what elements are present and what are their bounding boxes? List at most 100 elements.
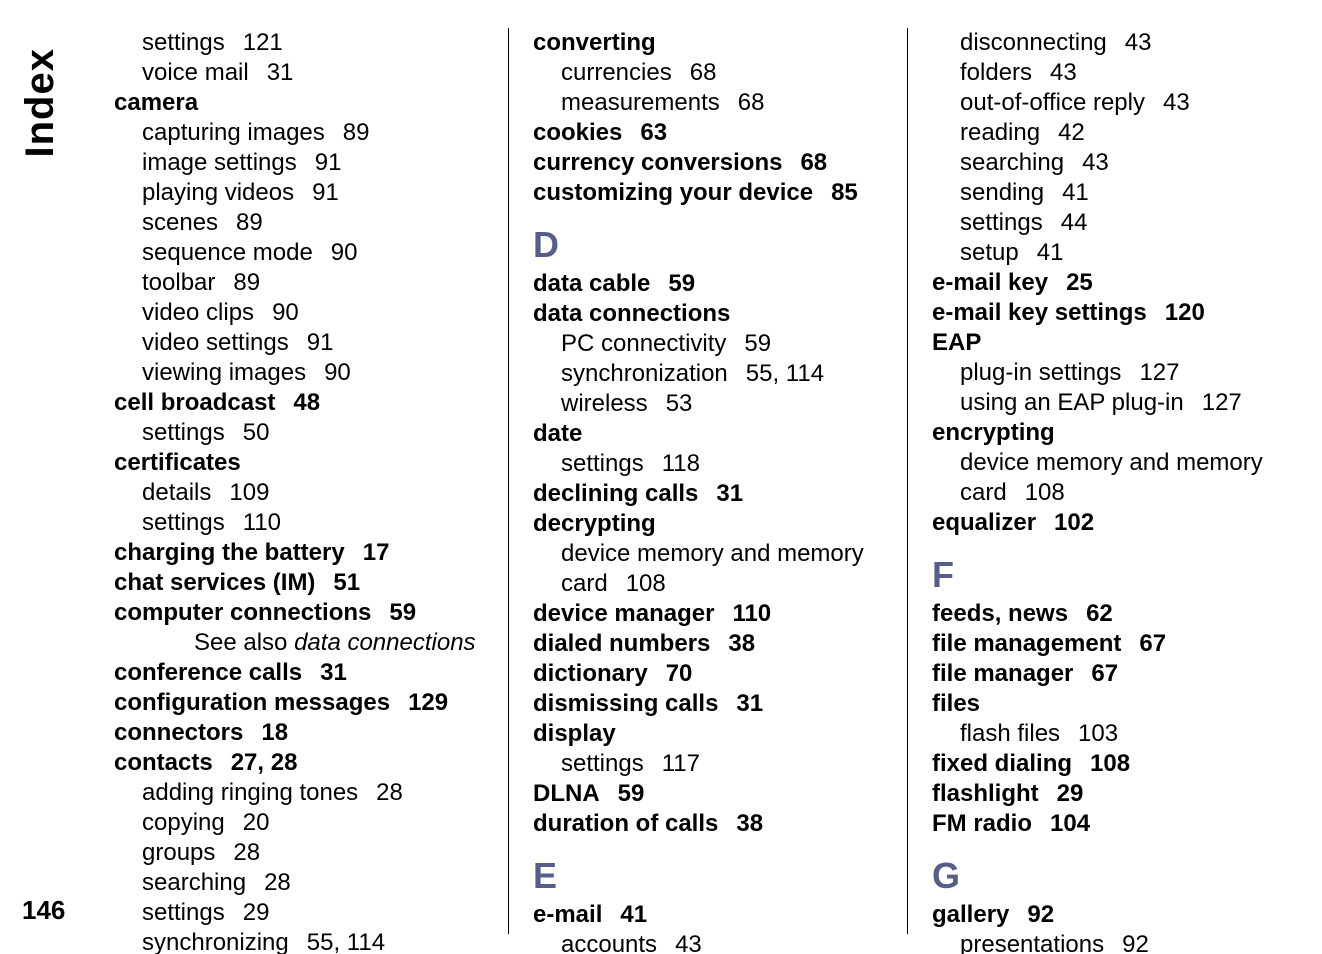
- index-entry-heading: files: [932, 689, 1282, 719]
- index-entry-heading: converting: [533, 28, 883, 58]
- index-entry-sub: using an EAP plug-in 127: [932, 388, 1282, 418]
- page-number: 146: [22, 895, 65, 926]
- index-entry-sub: flash files 103: [932, 719, 1282, 749]
- index-entry-heading: encrypting: [932, 418, 1282, 448]
- term-page-gap: [371, 598, 389, 628]
- term-page-gap: [225, 508, 243, 538]
- index-term: files: [932, 690, 980, 717]
- term-page-gap: [213, 748, 231, 778]
- index-letter-heading: D: [533, 222, 883, 267]
- index-pages: 85: [831, 179, 858, 206]
- term-page-gap: [1044, 178, 1062, 208]
- index-entry-heading: e-mail key 25: [932, 268, 1282, 298]
- index-term: declining calls: [533, 480, 698, 507]
- term-page-gap: [325, 118, 343, 148]
- index-entry-sub: currencies 68: [533, 58, 883, 88]
- index-entry-sub: searching 43: [932, 148, 1282, 178]
- index-term: settings: [142, 899, 225, 926]
- term-page-gap: [275, 388, 293, 418]
- index-entry-sub: capturing images 89: [114, 118, 484, 148]
- index-entry-heading: customizing your device 85: [533, 178, 883, 208]
- index-pages: 92: [1027, 901, 1054, 928]
- index-pages: 48: [293, 389, 320, 416]
- index-entry-sub: image settings 91: [114, 148, 484, 178]
- index-pages: 67: [1139, 630, 1166, 657]
- index-term: currencies: [561, 59, 672, 86]
- index-term: e-mail key settings: [932, 299, 1147, 326]
- term-page-gap: [644, 449, 662, 479]
- index-pages: 55, 114: [746, 360, 824, 387]
- term-page-gap: [1104, 930, 1122, 954]
- index-term: searching: [142, 869, 246, 896]
- index-term: charging the battery: [114, 539, 345, 566]
- term-page-gap: [710, 629, 728, 659]
- index-entry-sub: folders 43: [932, 58, 1282, 88]
- index-term: configuration messages: [114, 689, 390, 716]
- index-pages: 109: [229, 479, 269, 506]
- index-entry-sub: measurements 68: [533, 88, 883, 118]
- term-page-gap: [1147, 298, 1165, 328]
- index-term: customizing your device: [533, 179, 813, 206]
- index-term: sending: [960, 179, 1044, 206]
- term-page-gap: [225, 418, 243, 448]
- term-page-gap: [306, 358, 324, 388]
- index-pages: 90: [272, 299, 299, 326]
- index-entry-sub: searching 28: [114, 868, 484, 898]
- index-entry-sub: plug-in settings 127: [932, 358, 1282, 388]
- index-entry-heading: data cable 59: [533, 269, 883, 299]
- term-page-gap: [1040, 118, 1058, 148]
- index-pages: 59: [668, 270, 695, 297]
- index-term: EAP: [932, 329, 981, 356]
- index-pages: 43: [1163, 89, 1190, 116]
- index-term: decrypting: [533, 510, 656, 537]
- index-pages: 110: [243, 509, 281, 536]
- index-entry-heading: gallery 92: [932, 900, 1282, 930]
- index-entry-sub: settings 121: [114, 28, 484, 58]
- term-page-gap: [218, 208, 236, 238]
- index-term: settings: [960, 209, 1043, 236]
- index-term: dictionary: [533, 660, 648, 687]
- index-entry-sub: presentations 92: [932, 930, 1282, 954]
- index-entry-heading: fixed dialing 108: [932, 749, 1282, 779]
- index-term: converting: [533, 29, 656, 56]
- index-pages: 108: [1025, 479, 1065, 506]
- index-term: connectors: [114, 719, 243, 746]
- term-page-gap: [246, 868, 264, 898]
- term-page-gap: [215, 838, 233, 868]
- index-pages: 28: [264, 869, 291, 896]
- index-pages: 17: [363, 539, 390, 566]
- index-term: duration of calls: [533, 810, 718, 837]
- index-entry-heading: e-mail 41: [533, 900, 883, 930]
- index-term: currency conversions: [533, 149, 782, 176]
- term-page-gap: [1043, 208, 1061, 238]
- index-pages: 117: [662, 750, 700, 777]
- term-page-gap: [243, 718, 261, 748]
- term-page-gap: [718, 809, 736, 839]
- index-column-inner: disconnecting 43folders 43out-of-office …: [908, 28, 1282, 954]
- term-page-gap: [1145, 88, 1163, 118]
- term-page-gap: [650, 269, 668, 299]
- index-pages: 120: [1165, 299, 1205, 326]
- index-entry-heading: currency conversions 68: [533, 148, 883, 178]
- index-pages: 91: [315, 149, 342, 176]
- index-entry-heading: contacts 27, 28: [114, 748, 484, 778]
- see-also-prefix: See also: [194, 629, 294, 656]
- term-page-gap: [813, 178, 831, 208]
- index-pages: 68: [800, 149, 827, 176]
- index-pages: 31: [716, 480, 743, 507]
- index-pages: 59: [618, 780, 645, 807]
- index-entry-sub: accounts 43: [533, 930, 883, 954]
- index-term: e-mail key: [932, 269, 1048, 296]
- index-entry-heading: DLNA 59: [533, 779, 883, 809]
- index-pages: 127: [1202, 389, 1242, 416]
- index-entry-heading: declining calls 31: [533, 479, 883, 509]
- index-term: cell broadcast: [114, 389, 275, 416]
- index-term: scenes: [142, 209, 218, 236]
- index-term: DLNA: [533, 780, 600, 807]
- term-page-gap: [600, 779, 618, 809]
- index-column: settings 121voice mail 31cameracapturing…: [110, 28, 509, 934]
- index-entry-heading: cookies 63: [533, 118, 883, 148]
- index-term: display: [533, 720, 616, 747]
- index-pages: 31: [267, 59, 294, 86]
- term-page-gap: [714, 599, 732, 629]
